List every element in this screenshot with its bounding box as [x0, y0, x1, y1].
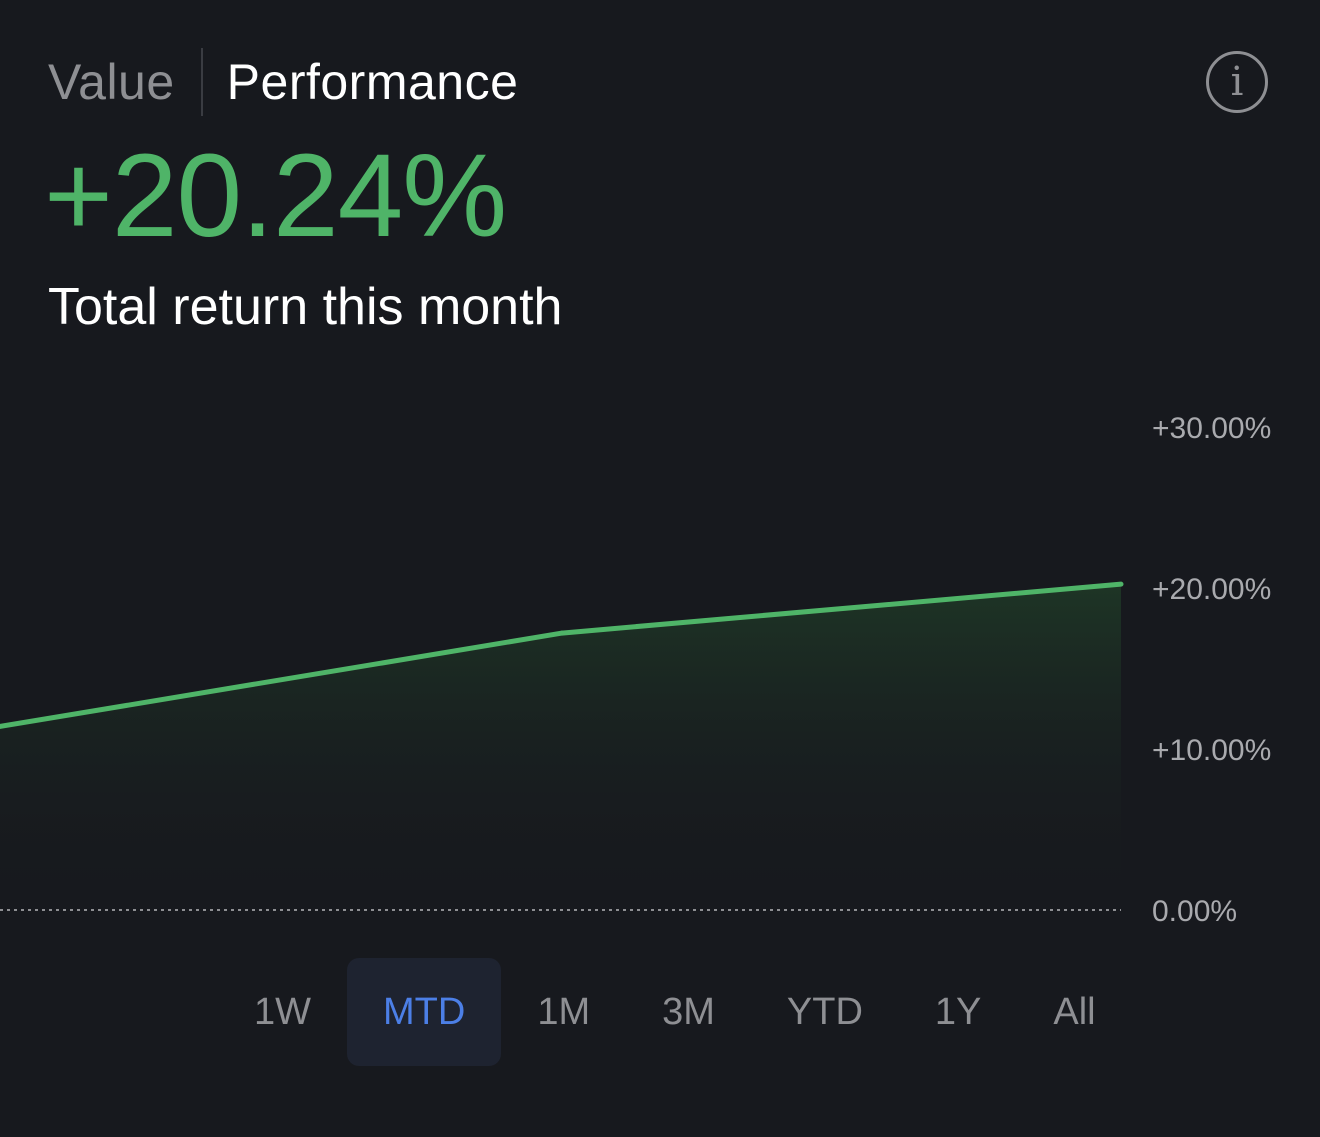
range-button-1y[interactable]: 1Y: [934, 990, 982, 1033]
y-tick-label: 0.00%: [1152, 895, 1237, 928]
series-line-segment: [559, 581, 1124, 636]
range-button-ytd[interactable]: YTD: [786, 990, 863, 1033]
y-tick-label: +30.00%: [1152, 412, 1271, 445]
series-line-segment: [0, 630, 565, 729]
total-return-label: Total return this month: [48, 278, 563, 336]
series-area: [0, 584, 1121, 910]
tab-performance[interactable]: Performance: [226, 54, 519, 110]
range-button-mtd[interactable]: MTD: [347, 958, 502, 1066]
y-tick-label: +10.00%: [1152, 734, 1271, 767]
tab-divider: [200, 48, 203, 116]
range-button-3m[interactable]: 3M: [662, 990, 715, 1033]
tab-value[interactable]: Value: [48, 54, 175, 110]
y-tick-label: +20.00%: [1152, 573, 1271, 606]
range-selector: 1W MTD 1M 3M YTD 1Y All: [218, 958, 1132, 1066]
view-tabs: Value Performance: [48, 48, 518, 116]
range-button-1w[interactable]: 1W: [254, 990, 311, 1033]
total-return-value: +20.24%: [44, 130, 507, 262]
info-icon[interactable]: i: [1206, 51, 1268, 113]
range-button-all[interactable]: All: [1053, 990, 1096, 1033]
range-button-1m[interactable]: 1M: [537, 990, 591, 1033]
